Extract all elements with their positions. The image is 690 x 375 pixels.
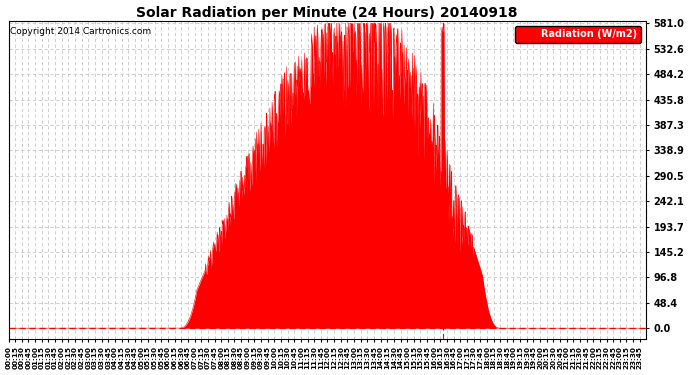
Legend: Radiation (W/m2): Radiation (W/m2): [515, 26, 641, 44]
Title: Solar Radiation per Minute (24 Hours) 20140918: Solar Radiation per Minute (24 Hours) 20…: [137, 6, 518, 20]
Text: Copyright 2014 Cartronics.com: Copyright 2014 Cartronics.com: [10, 27, 151, 36]
